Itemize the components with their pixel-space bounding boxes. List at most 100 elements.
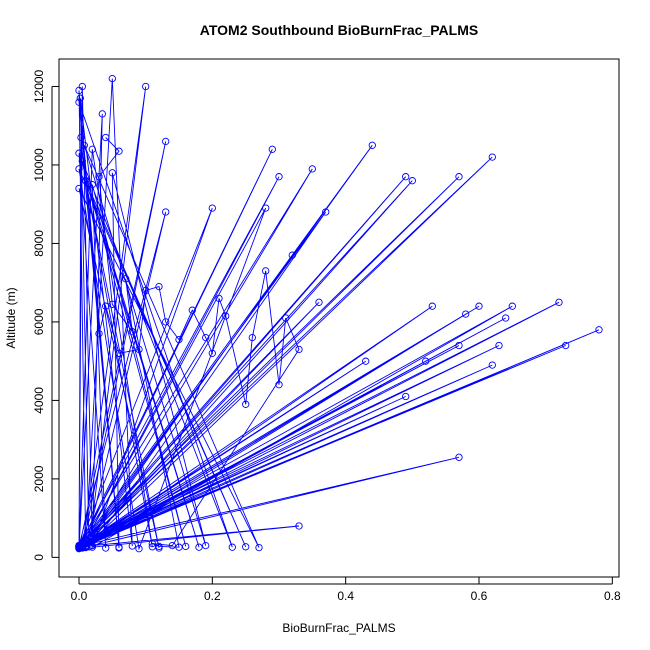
- series-lines: [78, 78, 600, 551]
- data-point: [428, 302, 436, 310]
- data-point: [115, 544, 123, 552]
- data-point: [102, 544, 110, 552]
- data-point: [95, 330, 103, 338]
- series-line-0: [78, 78, 600, 551]
- data-point: [202, 541, 210, 550]
- data-point: [295, 522, 303, 530]
- x-tick-label: 0.6: [471, 589, 488, 603]
- data-point: [222, 312, 230, 320]
- data-point: [108, 74, 116, 83]
- data-point: [195, 543, 203, 551]
- data-point: [188, 306, 196, 314]
- data-point: [88, 180, 96, 189]
- data-point: [168, 541, 176, 550]
- data-point: [422, 357, 430, 365]
- data-point: [115, 147, 123, 155]
- data-point: [102, 133, 110, 142]
- data-point: [462, 310, 470, 318]
- series-points: [75, 74, 603, 553]
- data-point: [82, 542, 90, 550]
- data-point: [155, 542, 163, 551]
- data-point: [78, 157, 86, 165]
- data-point: [82, 177, 90, 185]
- data-point: [162, 318, 170, 326]
- data-point: [282, 314, 290, 322]
- y-tick-label: 0: [32, 554, 46, 561]
- data-point: [455, 453, 463, 461]
- data-point: [102, 302, 110, 310]
- y-tick-label: 10000: [32, 148, 46, 182]
- data-point: [242, 543, 250, 551]
- y-tick-label: 2000: [32, 465, 46, 492]
- data-point: [408, 177, 416, 185]
- data-point: [488, 361, 496, 369]
- y-tick-label: 4000: [32, 387, 46, 414]
- data-point: [135, 545, 143, 553]
- data-point: [288, 251, 296, 259]
- data-point: [322, 208, 330, 216]
- data-point: [76, 94, 84, 102]
- data-point: [175, 543, 183, 551]
- data-point: [215, 294, 223, 303]
- data-point: [295, 345, 303, 354]
- data-point: [275, 173, 283, 181]
- data-point: [308, 165, 316, 173]
- x-tick-label: 0.0: [71, 589, 88, 603]
- data-point: [255, 543, 263, 552]
- data-point: [475, 302, 483, 310]
- data-point: [78, 543, 86, 551]
- x-tick-label: 0.2: [204, 589, 221, 603]
- data-point: [95, 173, 103, 181]
- data-point: [368, 141, 376, 149]
- data-point: [275, 381, 283, 389]
- data-point: [262, 204, 270, 212]
- data-point: [202, 333, 210, 342]
- data-point: [248, 333, 256, 342]
- data-point: [108, 300, 116, 308]
- data-point: [108, 169, 116, 177]
- data-point: [315, 298, 323, 306]
- data-point: [208, 349, 216, 357]
- data-point: [128, 542, 136, 550]
- data-point: [455, 173, 463, 181]
- data-point: [75, 98, 83, 106]
- data-point: [455, 341, 463, 350]
- data-point: [508, 302, 516, 310]
- data-point: [402, 173, 410, 181]
- data-point: [128, 328, 136, 336]
- data-point: [148, 539, 156, 548]
- data-point: [142, 286, 150, 295]
- chart-title: ATOM2 Southbound BioBurnFrac_PALMS: [200, 22, 478, 38]
- y-axis: 0 2000 4000 6000 8000 10000 12000: [32, 69, 59, 561]
- data-point: [242, 400, 250, 408]
- data-point: [562, 341, 570, 350]
- data-point: [75, 165, 83, 173]
- data-point: [555, 298, 563, 306]
- data-point: [502, 314, 510, 322]
- data-point: [162, 208, 170, 216]
- y-tick-label: 8000: [32, 230, 46, 257]
- data-point: [402, 392, 410, 401]
- data-point: [155, 282, 163, 291]
- y-tick-label: 12000: [32, 69, 46, 103]
- data-point: [595, 326, 603, 334]
- data-point: [75, 149, 83, 157]
- data-point: [228, 543, 236, 551]
- data-point: [495, 341, 503, 350]
- data-point: [135, 345, 143, 354]
- data-point: [75, 86, 83, 95]
- data-point: [80, 141, 88, 149]
- data-point: [262, 267, 270, 275]
- data-point: [142, 82, 150, 91]
- data-point: [208, 204, 216, 212]
- y-axis-label: Altitude (m): [4, 287, 18, 348]
- data-point: [362, 357, 370, 365]
- data-point: [175, 335, 183, 344]
- x-axis-label: BioBurnFrac_PALMS: [282, 621, 395, 635]
- series-line-1: [98, 137, 300, 548]
- data-point: [88, 145, 96, 153]
- plot-frame: [58, 58, 620, 578]
- y-tick-label: 6000: [32, 308, 46, 335]
- x-tick-label: 0.4: [337, 589, 354, 603]
